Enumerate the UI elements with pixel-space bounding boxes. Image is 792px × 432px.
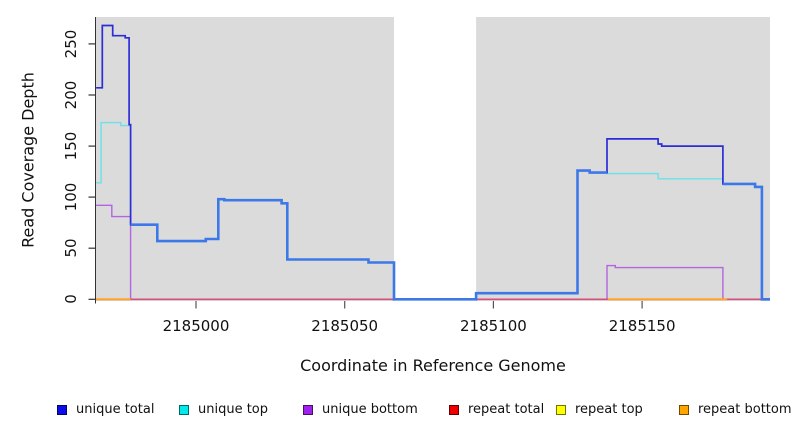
x-tick-label: 2185100 (459, 317, 527, 335)
unique-total-overlap-line (722, 182, 770, 301)
y-tick-label: 250 (62, 29, 80, 59)
y-tick-label: 150 (62, 131, 80, 161)
x-tick-label: 2185150 (608, 317, 676, 335)
no-coverage-gap (394, 17, 477, 301)
x-tick-label: 2185050 (311, 317, 379, 335)
y-tick-label: 0 (62, 294, 80, 305)
y-tick-label: 100 (62, 182, 80, 212)
y-tick-label: 50 (62, 238, 80, 258)
y-tick-label: 200 (62, 80, 80, 110)
x-tick-label: 2185000 (162, 317, 230, 335)
unique-total-overlap-line (130, 169, 607, 301)
x-axis-title: Coordinate in Reference Genome (300, 356, 566, 375)
unique-bottom-line (96, 204, 770, 300)
y-axis-title: Read Coverage Depth (18, 72, 38, 248)
